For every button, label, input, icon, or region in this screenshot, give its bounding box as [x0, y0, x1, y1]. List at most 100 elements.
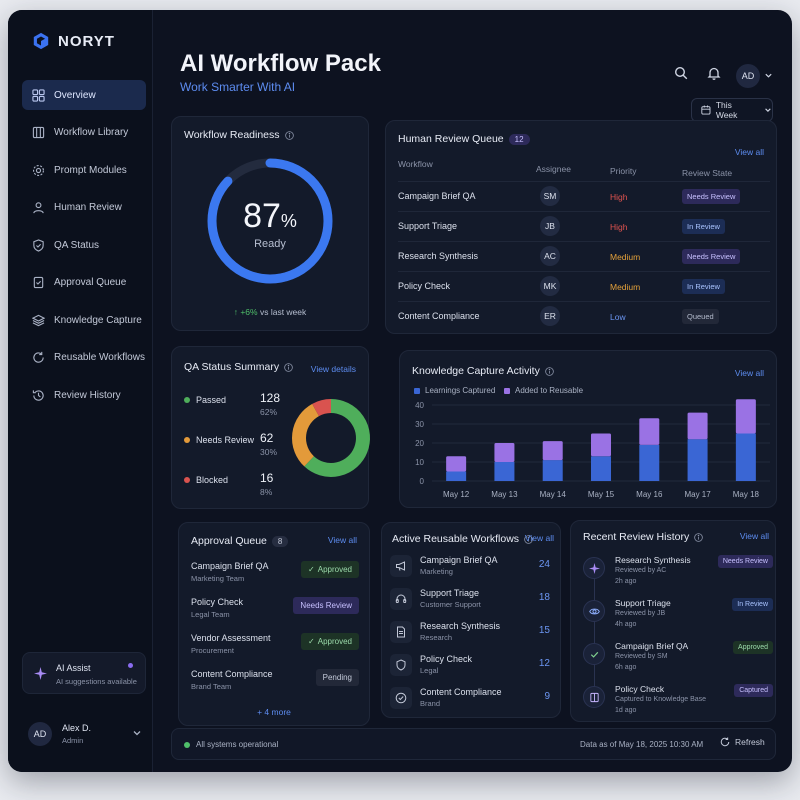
- view-all-link[interactable]: View all: [524, 533, 554, 543]
- bar-added-to-reusable[interactable]: [639, 418, 660, 445]
- bar-added-to-reusable[interactable]: [591, 433, 611, 457]
- bar-learnings-captured[interactable]: [687, 439, 708, 481]
- list-item[interactable]: Policy Check Legal 12: [390, 654, 552, 681]
- donut-slice-blocked[interactable]: [312, 399, 332, 417]
- status-badge[interactable]: Needs Review: [293, 597, 359, 614]
- list-item[interactable]: Campaign Brief QA Marketing 24: [390, 555, 552, 582]
- view-all-link[interactable]: View all: [739, 531, 769, 541]
- search-icon[interactable]: [674, 66, 688, 80]
- review-state-badge[interactable]: Needs Review: [682, 189, 741, 204]
- qa-status-count: 128: [260, 391, 281, 405]
- info-icon[interactable]: [284, 362, 293, 372]
- table-row[interactable]: Support Triage JB High In Review: [398, 211, 770, 241]
- review-state-badge[interactable]: In Review: [682, 219, 725, 234]
- approval-team: Procurement: [191, 646, 234, 655]
- info-icon[interactable]: [524, 534, 533, 544]
- bar-added-to-reusable[interactable]: [542, 441, 563, 461]
- refresh-button[interactable]: Refresh: [720, 737, 765, 747]
- qa-status-count: 16: [260, 471, 274, 485]
- period-select[interactable]: This Week: [691, 98, 773, 122]
- bar-learnings-captured[interactable]: [735, 433, 756, 482]
- gear-icon: [33, 164, 44, 176]
- sidebar-item-workflow-library[interactable]: Workflow Library: [22, 118, 146, 148]
- column-header-review-state[interactable]: Review State: [682, 168, 733, 178]
- view-all-link[interactable]: View all: [734, 368, 764, 378]
- review-state-badge[interactable]: Needs Review: [682, 249, 741, 264]
- logo-icon: [33, 32, 49, 50]
- chevron-down-icon: [765, 108, 771, 112]
- sidebar-item-human-review[interactable]: Human Review: [22, 193, 146, 223]
- user-menu[interactable]: AD Alex D. Admin: [22, 714, 146, 754]
- bar-learnings-captured[interactable]: [639, 444, 660, 481]
- sidebar-item-knowledge-capture[interactable]: Knowledge Capture: [22, 305, 146, 335]
- table-row[interactable]: Policy Check MK Medium In Review: [398, 271, 770, 301]
- y-tick-label: 0: [420, 477, 425, 486]
- donut-slice-needs-review[interactable]: [292, 403, 320, 467]
- priority-label: Medium: [610, 252, 641, 262]
- readiness-title: Workflow Readiness: [184, 129, 280, 141]
- header-avatar[interactable]: AD: [736, 64, 760, 88]
- bell-icon[interactable]: [707, 66, 721, 80]
- legend-learnings: Learnings Captured: [414, 386, 495, 395]
- sidebar-item-qa-status[interactable]: QA Status: [22, 230, 146, 260]
- view-all-link[interactable]: View all: [734, 147, 764, 157]
- list-item[interactable]: Support Triage Customer Support 18: [390, 588, 552, 615]
- bar-learnings-captured[interactable]: [494, 462, 515, 481]
- history-item[interactable]: Support Triage Reviewed by JB 4h ago In …: [581, 598, 773, 638]
- chevron-down-icon[interactable]: [764, 71, 773, 80]
- bar-learnings-captured[interactable]: [591, 456, 611, 481]
- y-tick-label: 30: [415, 420, 424, 429]
- sidebar-item-label: Prompt Modules: [54, 164, 127, 176]
- column-header-workflow[interactable]: Workflow: [398, 159, 433, 169]
- sidebar-item-review-history[interactable]: Review History: [22, 380, 146, 410]
- review-state-badge[interactable]: In Review: [682, 279, 725, 294]
- info-icon[interactable]: [694, 532, 703, 542]
- view-details-link[interactable]: View details: [310, 364, 356, 374]
- sidebar-item-reusable-workflows[interactable]: Reusable Workflows: [22, 343, 146, 373]
- view-all-link[interactable]: View all: [327, 535, 357, 545]
- column-header-assignee[interactable]: Assignee: [536, 164, 571, 174]
- legend-added: Added to Reusable: [504, 386, 583, 395]
- sidebar-item-prompt-modules[interactable]: Prompt Modules: [22, 155, 146, 185]
- status-badge[interactable]: ✓ Approved: [301, 633, 359, 650]
- show-more-link[interactable]: + 4 more: [257, 707, 291, 717]
- bar-learnings-captured[interactable]: [446, 471, 467, 482]
- knowledge-bar-chart: 0 10 20 30 40 May 12 May 13 May 14 May 15 May 16 M…: [415, 399, 770, 499]
- list-item[interactable]: Research Synthesis Research 15: [390, 621, 552, 648]
- sparkle-icon: [583, 557, 605, 579]
- history-item[interactable]: Policy Check Captured to Knowledge Base …: [581, 684, 773, 724]
- x-tick-label: May 16: [636, 490, 663, 499]
- status-badge[interactable]: ✓ Approved: [301, 561, 359, 578]
- column-header-priority[interactable]: Priority: [610, 166, 637, 176]
- sidebar: NORYT Overview Workflow Library Prompt M…: [8, 10, 153, 772]
- history-item[interactable]: Research Synthesis Reviewed by AC 2h ago…: [581, 555, 773, 595]
- table-row[interactable]: Campaign Brief QA SM High Needs Review: [398, 181, 770, 211]
- priority-label: Medium: [610, 282, 641, 292]
- status-badge: Captured: [734, 684, 773, 697]
- history-panel: Recent Review History View all Research …: [570, 520, 776, 722]
- bar-learnings-captured[interactable]: [542, 460, 563, 481]
- history-item[interactable]: Campaign Brief QA Reviewed by SM 6h ago …: [581, 641, 773, 681]
- status-badge[interactable]: Pending: [315, 669, 359, 686]
- info-icon[interactable]: [284, 130, 294, 140]
- bar-added-to-reusable[interactable]: [735, 399, 756, 434]
- ai-assist-card[interactable]: AI Assist AI suggestions available: [22, 652, 146, 694]
- bar-added-to-reusable[interactable]: [494, 443, 515, 462]
- donut-slice-passed[interactable]: [304, 399, 370, 477]
- workflow-name: Support Triage: [398, 221, 458, 231]
- brand-logo[interactable]: NORYT: [32, 32, 115, 50]
- review-state-badge[interactable]: Queued: [682, 309, 719, 324]
- approval-team: Marketing Team: [191, 574, 245, 583]
- ai-assist-title: AI Assist: [56, 663, 91, 673]
- list-item[interactable]: Content Compliance Brand 9: [390, 687, 552, 714]
- shield-icon: [33, 238, 44, 252]
- sidebar-item-overview[interactable]: Overview: [22, 80, 146, 110]
- info-icon[interactable]: [545, 366, 554, 376]
- x-tick-label: May 15: [588, 490, 615, 499]
- sidebar-item-approval-queue[interactable]: Approval Queue: [22, 268, 146, 298]
- bar-added-to-reusable[interactable]: [446, 456, 467, 472]
- table-row[interactable]: Research Synthesis AC Medium Needs Review: [398, 241, 770, 271]
- sidebar-item-label: Workflow Library: [54, 127, 129, 138]
- bar-added-to-reusable[interactable]: [687, 412, 708, 440]
- table-row[interactable]: Content Compliance ER Low Queued: [398, 301, 770, 331]
